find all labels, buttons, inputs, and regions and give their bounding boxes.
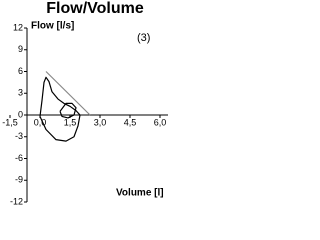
y-tick-label: 12 <box>13 22 23 32</box>
x-axis-label: Volume [l] <box>116 188 164 199</box>
series-line <box>45 71 91 116</box>
x-tick-label: -1,5 <box>2 117 18 127</box>
y-tick-label: -6 <box>15 153 23 163</box>
chart: Flow/Volume Flow [l/s] (3) Volume [l] 12… <box>2 0 168 206</box>
y-tick-label: -3 <box>15 131 23 141</box>
y-tick-label: -9 <box>15 175 23 185</box>
y-tick-label: 9 <box>18 44 23 54</box>
x-tick-label: 3,0 <box>94 117 107 127</box>
x-tick-label: 1,5 <box>64 117 77 127</box>
x-tick-label: 0,0 <box>34 117 47 127</box>
y-axis-label: Flow [l/s] <box>31 21 74 32</box>
y-tick-label: -12 <box>10 196 23 206</box>
series-line <box>59 102 77 119</box>
chart-title: Flow/Volume <box>46 0 144 17</box>
x-tick-label: 4,5 <box>124 117 137 127</box>
series-line <box>39 76 81 142</box>
x-tick-label: 6,0 <box>154 117 167 127</box>
annotation: (3) <box>137 32 150 44</box>
y-tick-label: 0 <box>18 109 23 119</box>
y-tick-label: 6 <box>18 66 23 76</box>
y-tick-label: 3 <box>18 88 23 98</box>
